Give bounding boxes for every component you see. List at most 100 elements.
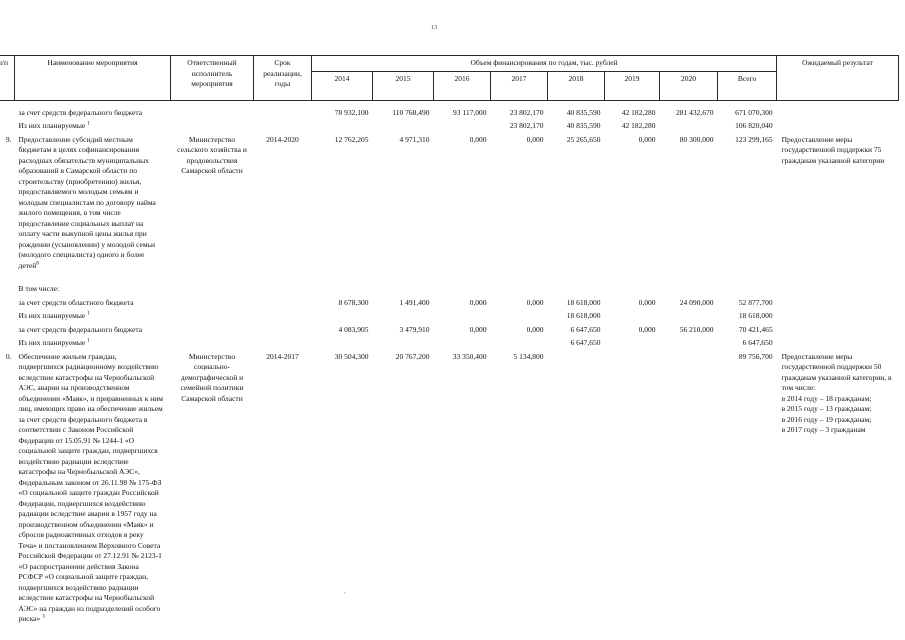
cell-result: Предоставление меры государственной подд… xyxy=(781,351,892,435)
cell-total: 89 756,700 xyxy=(738,351,773,361)
column-header-year-2019: 2019 xyxy=(604,70,660,101)
cell-2016: 33 350,400 xyxy=(452,351,487,361)
cell-2016 xyxy=(434,338,491,352)
table-header: № п/п Наименование мероприятия Ответстве… xyxy=(0,55,900,101)
cell-2018 xyxy=(548,352,605,628)
column-header-executor: Ответственный исполнитель мероприятия xyxy=(170,55,254,101)
cell-term: 2014-2020 xyxy=(266,134,299,144)
cell-2014: 78 932,100 xyxy=(334,107,369,117)
cell-term xyxy=(254,121,312,135)
cell-total: 6 647,650 xyxy=(742,338,773,347)
table-row-measure-10: 0. Обеспечение жильем граждан, подвергши… xyxy=(0,352,899,628)
cell-result xyxy=(777,121,899,135)
cell-2020: 24 090,000 xyxy=(679,297,714,307)
table-row-federal-budget: за счет средств федерального бюджета 78 … xyxy=(0,100,899,121)
cell-2018: 6 647,650 xyxy=(570,324,601,334)
cell-2016: 93 117,000 xyxy=(453,107,487,117)
cell-2018: 18 618,000 xyxy=(566,297,601,307)
scan-artifact-dot: , xyxy=(344,587,346,595)
cell-2017: 0,000 xyxy=(526,324,544,334)
cell-2015 xyxy=(373,121,434,135)
cell-total: 671 070,300 xyxy=(735,107,773,117)
cell-2018: 40 835,590 xyxy=(566,121,601,130)
cell-2018: 25 265,650 xyxy=(566,134,601,144)
cell-2017 xyxy=(491,311,548,325)
cell-2015: 110 768,490 xyxy=(392,107,430,117)
row-number: 9. xyxy=(5,134,12,144)
footnote-marker: 1 xyxy=(87,337,90,344)
row-number: 0. xyxy=(5,351,12,361)
cell-2014 xyxy=(312,311,373,325)
cell-2019: 0,000 xyxy=(638,297,656,307)
row-number xyxy=(0,311,15,325)
cell-executor xyxy=(171,298,254,312)
cell-2019: 42 182,280 xyxy=(621,121,656,130)
row-number xyxy=(0,338,15,352)
cell-2016: 0,000 xyxy=(469,134,487,144)
cell-executor: Министерство социально-демографической и… xyxy=(180,351,244,403)
row-label: Из них планируемые xyxy=(18,338,86,347)
cell-2019 xyxy=(605,338,660,352)
cell-2019: 0,000 xyxy=(638,134,656,144)
cell-term: 2014-2017 xyxy=(266,351,299,361)
cell-2019 xyxy=(605,352,660,628)
page-number: 13 xyxy=(430,24,438,31)
column-header-result: Ожидаемый результат xyxy=(776,55,900,101)
cell-2017: 5 134,800 xyxy=(513,351,544,361)
cell-executor xyxy=(171,100,254,121)
cell-executor xyxy=(171,121,254,135)
table-row-regional-budget: за счет средств областного бюджета 8 678… xyxy=(0,298,899,312)
cell-2014 xyxy=(312,338,373,352)
footnote-marker: 3 xyxy=(42,613,45,620)
column-header-term: Срок реализации, годы xyxy=(253,55,312,101)
cell-2017: 0,000 xyxy=(526,297,544,307)
measure-name: Обеспечение жильем граждан, подвергшихся… xyxy=(18,351,164,624)
cell-2015 xyxy=(373,338,434,352)
cell-total: 106 820,040 xyxy=(735,121,773,130)
cell-2020: 56 210,000 xyxy=(679,324,714,334)
cell-2020 xyxy=(660,121,718,135)
cell-total: 123 299,165 xyxy=(735,134,773,144)
table-row-including: В том числе: xyxy=(0,284,899,298)
row-number xyxy=(0,121,15,135)
cell-2014: 30 504,300 xyxy=(334,351,369,361)
cell-2020 xyxy=(660,352,718,628)
cell-2016: 0,000 xyxy=(469,324,487,334)
cell-2015: 1 491,400 xyxy=(399,297,430,307)
table-row-planned: Из них планируемые 1 18 618,000 18 618,0… xyxy=(0,311,899,325)
cell-2014: 4 083,905 xyxy=(338,324,369,334)
row-label: за счет средств федерального бюджета xyxy=(18,107,143,117)
cell-2014: 12 762,205 xyxy=(334,134,369,144)
cell-2020: 80 300,000 xyxy=(679,134,714,144)
column-header-number: № п/п xyxy=(0,55,15,101)
row-label: за счет средств федерального бюджета xyxy=(18,324,143,334)
cell-2018: 6 647,650 xyxy=(570,338,601,347)
table-row-planned: Из них планируемые 1 6 647,650 6 647,650 xyxy=(0,338,899,352)
cell-executor: Министерство сельского хозяйства и продо… xyxy=(177,134,247,176)
cell-2020 xyxy=(660,311,718,325)
cell-2020 xyxy=(660,338,718,352)
column-header-year-2015: 2015 xyxy=(372,70,434,101)
cell-2018: 40 835,590 xyxy=(566,107,601,117)
cell-result: Предоставление меры государственной подд… xyxy=(781,134,885,165)
row-number xyxy=(0,298,15,312)
cell-2017 xyxy=(491,338,548,352)
cell-2018: 18 618,000 xyxy=(566,311,601,320)
cell-2019: 42 182,280 xyxy=(621,107,656,117)
column-header-year-2017: 2017 xyxy=(490,70,548,101)
cell-2017: 0,000 xyxy=(526,134,544,144)
column-header-year-2020: 2020 xyxy=(659,70,718,101)
cell-2017: 23 802,170 xyxy=(509,107,544,117)
cell-2015 xyxy=(373,311,434,325)
column-header-year-2018: 2018 xyxy=(547,70,605,101)
financing-table: № п/п Наименование мероприятия Ответстве… xyxy=(0,55,900,628)
cell-2016 xyxy=(434,311,491,325)
footnote-marker: 8 xyxy=(36,260,39,266)
row-label: за счет средств областного бюджета xyxy=(18,297,134,307)
cell-2019: 0,000 xyxy=(638,324,656,334)
cell-2016 xyxy=(434,121,491,135)
measure-name: Предоставление субсидий местным бюджетам… xyxy=(18,134,156,270)
cell-term xyxy=(254,100,312,121)
cell-total: 52 877,700 xyxy=(738,297,773,307)
